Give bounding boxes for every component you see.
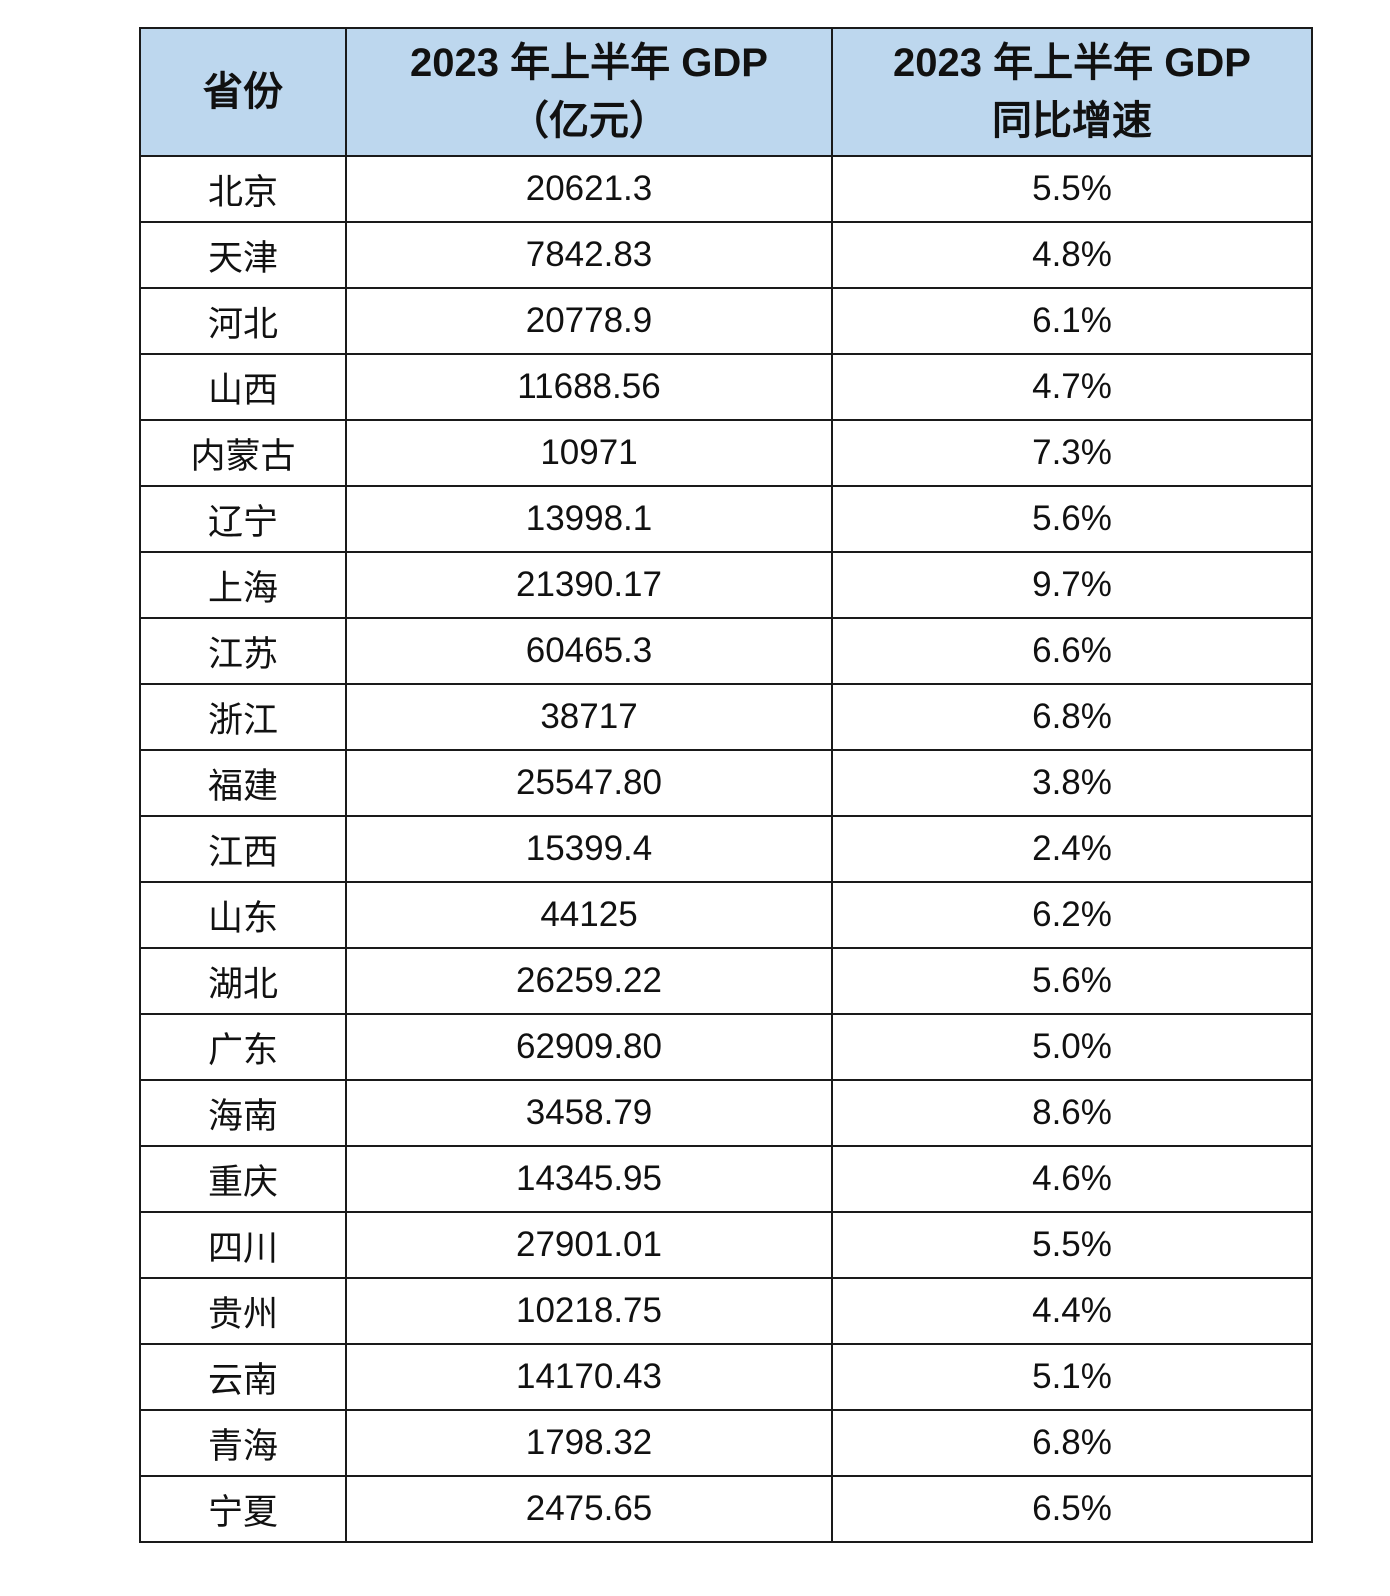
province-cell: 贵州	[139, 1277, 347, 1345]
table-row: 河北 20778.9 6.1%	[139, 287, 1313, 355]
header-row: 省份 2023 年上半年 GDP （亿元） 2023 年上半年 GDP 同比增速	[139, 27, 1313, 157]
header-gdp-line1: 2023 年上半年 GDP	[410, 41, 768, 85]
table-row: 山西 11688.56 4.7%	[139, 353, 1313, 421]
table-row: 贵州 10218.75 4.4%	[139, 1277, 1313, 1345]
table-row: 宁夏 2475.65 6.5%	[139, 1475, 1313, 1543]
table-row: 海南 3458.79 8.6%	[139, 1079, 1313, 1147]
gdp-cell: 2475.65	[345, 1475, 833, 1543]
gdp-cell: 13998.1	[345, 485, 833, 553]
growth-cell: 4.7%	[831, 353, 1313, 421]
gdp-cell: 10971	[345, 419, 833, 487]
province-cell: 青海	[139, 1409, 347, 1477]
table-row: 辽宁 13998.1 5.6%	[139, 485, 1313, 553]
header-gdp: 2023 年上半年 GDP （亿元）	[345, 27, 833, 157]
header-growth-line2: 同比增速	[992, 99, 1152, 143]
gdp-cell: 11688.56	[345, 353, 833, 421]
gdp-cell: 60465.3	[345, 617, 833, 685]
growth-cell: 3.8%	[831, 749, 1313, 817]
growth-cell: 6.2%	[831, 881, 1313, 949]
gdp-cell: 20778.9	[345, 287, 833, 355]
province-cell: 江苏	[139, 617, 347, 685]
province-cell: 天津	[139, 221, 347, 289]
gdp-cell: 27901.01	[345, 1211, 833, 1279]
province-cell: 云南	[139, 1343, 347, 1411]
province-cell: 辽宁	[139, 485, 347, 553]
gdp-cell: 1798.32	[345, 1409, 833, 1477]
gdp-cell: 10218.75	[345, 1277, 833, 1345]
header-growth: 2023 年上半年 GDP 同比增速	[831, 27, 1313, 157]
gdp-table: 省份 2023 年上半年 GDP （亿元） 2023 年上半年 GDP 同比增速 北…	[139, 27, 1313, 1543]
province-cell: 内蒙古	[139, 419, 347, 487]
province-cell: 重庆	[139, 1145, 347, 1213]
gdp-cell: 15399.4	[345, 815, 833, 883]
growth-cell: 4.6%	[831, 1145, 1313, 1213]
province-cell: 山西	[139, 353, 347, 421]
gdp-cell: 25547.80	[345, 749, 833, 817]
growth-cell: 7.3%	[831, 419, 1313, 487]
table-row: 四川 27901.01 5.5%	[139, 1211, 1313, 1279]
table-row: 江西 15399.4 2.4%	[139, 815, 1313, 883]
growth-cell: 5.0%	[831, 1013, 1313, 1081]
table-row: 广东 62909.80 5.0%	[139, 1013, 1313, 1081]
growth-cell: 5.6%	[831, 947, 1313, 1015]
header-province: 省份	[139, 27, 347, 157]
gdp-cell: 14170.43	[345, 1343, 833, 1411]
growth-cell: 6.5%	[831, 1475, 1313, 1543]
table-row: 江苏 60465.3 6.6%	[139, 617, 1313, 685]
province-cell: 宁夏	[139, 1475, 347, 1543]
growth-cell: 5.5%	[831, 155, 1313, 223]
province-cell: 北京	[139, 155, 347, 223]
growth-cell: 6.6%	[831, 617, 1313, 685]
growth-cell: 4.8%	[831, 221, 1313, 289]
gdp-cell: 7842.83	[345, 221, 833, 289]
growth-cell: 5.1%	[831, 1343, 1313, 1411]
growth-cell: 4.4%	[831, 1277, 1313, 1345]
gdp-cell: 44125	[345, 881, 833, 949]
province-cell: 河北	[139, 287, 347, 355]
province-cell: 江西	[139, 815, 347, 883]
table-row: 云南 14170.43 5.1%	[139, 1343, 1313, 1411]
table-row: 重庆 14345.95 4.6%	[139, 1145, 1313, 1213]
gdp-cell: 3458.79	[345, 1079, 833, 1147]
gdp-cell: 14345.95	[345, 1145, 833, 1213]
province-cell: 广东	[139, 1013, 347, 1081]
growth-cell: 9.7%	[831, 551, 1313, 619]
header-growth-line1: 2023 年上半年 GDP	[893, 41, 1251, 85]
table-row: 浙江 38717 6.8%	[139, 683, 1313, 751]
gdp-cell: 21390.17	[345, 551, 833, 619]
growth-cell: 5.5%	[831, 1211, 1313, 1279]
growth-cell: 8.6%	[831, 1079, 1313, 1147]
table-row: 天津 7842.83 4.8%	[139, 221, 1313, 289]
province-cell: 浙江	[139, 683, 347, 751]
gdp-cell: 20621.3	[345, 155, 833, 223]
table-row: 湖北 26259.22 5.6%	[139, 947, 1313, 1015]
header-province-label: 省份	[203, 70, 283, 114]
province-cell: 四川	[139, 1211, 347, 1279]
table-row: 青海 1798.32 6.8%	[139, 1409, 1313, 1477]
table-row: 北京 20621.3 5.5%	[139, 155, 1313, 223]
province-cell: 山东	[139, 881, 347, 949]
gdp-cell: 62909.80	[345, 1013, 833, 1081]
table-row: 内蒙古 10971 7.3%	[139, 419, 1313, 487]
growth-cell: 2.4%	[831, 815, 1313, 883]
province-cell: 上海	[139, 551, 347, 619]
province-cell: 福建	[139, 749, 347, 817]
province-cell: 湖北	[139, 947, 347, 1015]
province-cell: 海南	[139, 1079, 347, 1147]
gdp-cell: 26259.22	[345, 947, 833, 1015]
table-row: 山东 44125 6.2%	[139, 881, 1313, 949]
gdp-cell: 38717	[345, 683, 833, 751]
growth-cell: 6.8%	[831, 683, 1313, 751]
growth-cell: 6.8%	[831, 1409, 1313, 1477]
growth-cell: 6.1%	[831, 287, 1313, 355]
table-row: 福建 25547.80 3.8%	[139, 749, 1313, 817]
header-gdp-line2: （亿元）	[509, 99, 669, 143]
table-row: 上海 21390.17 9.7%	[139, 551, 1313, 619]
growth-cell: 5.6%	[831, 485, 1313, 553]
